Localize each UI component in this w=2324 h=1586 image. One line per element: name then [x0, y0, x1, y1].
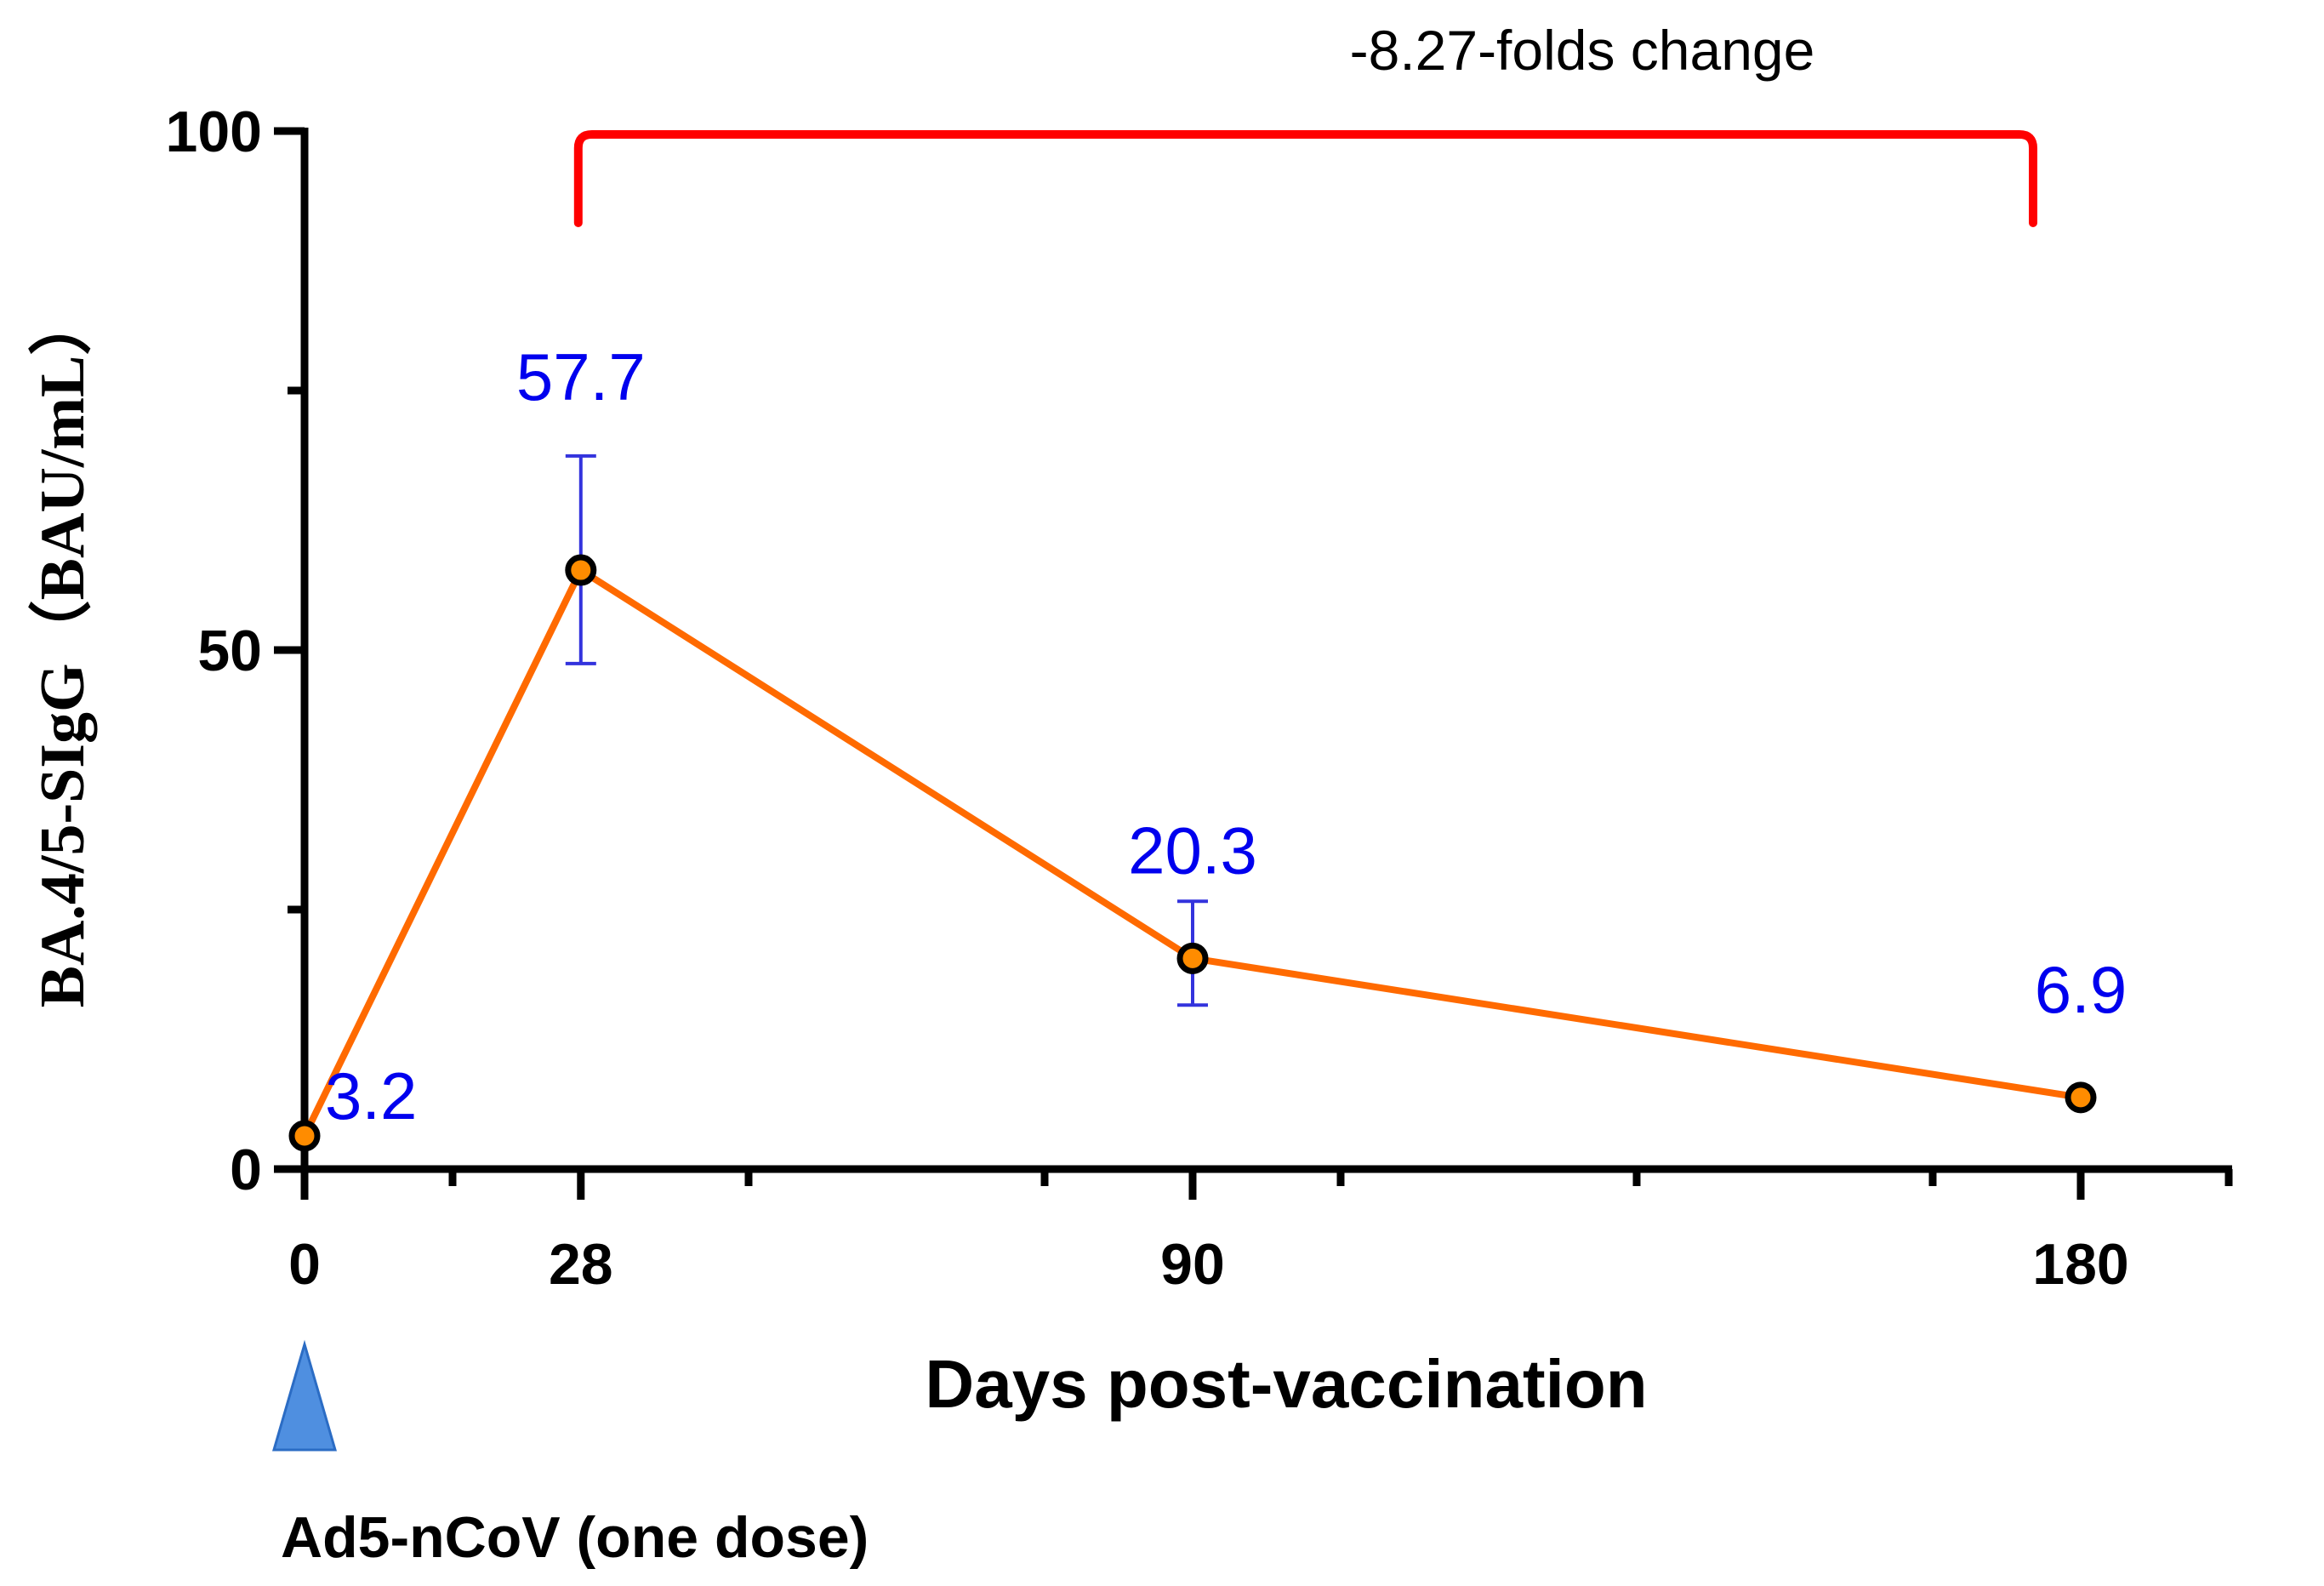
data-label: 6.9	[2035, 952, 2127, 1027]
dose-annotation: Ad5-nCoV (one dose)	[281, 1505, 869, 1570]
y-tick-label: 100	[166, 100, 262, 164]
data-label: 57.7	[516, 339, 646, 414]
fold-change-bracket	[573, 130, 2037, 227]
axis-ticks: 0 50 100 0 28 90 180	[166, 100, 2233, 1297]
y-tick-label: 50	[197, 619, 262, 683]
error-bars	[565, 454, 1208, 1007]
x-tick-label: 180	[2032, 1232, 2128, 1297]
fold-change-label: -8.27-folds change	[1350, 19, 1815, 82]
x-axis-title: Days post-vaccination	[925, 1346, 1647, 1422]
x-tick-label: 90	[1160, 1232, 1225, 1297]
x-tick-label: 28	[549, 1232, 613, 1297]
data-point	[2065, 1081, 2097, 1114]
y-tick-label: 0	[230, 1138, 262, 1202]
data-label: 3.2	[325, 1058, 417, 1133]
data-label: 20.3	[1128, 813, 1257, 887]
data-point	[565, 554, 597, 586]
x-tick-label: 0	[288, 1232, 321, 1297]
y-axis-title: BA.4/5-SIgG（BAU/mL）	[28, 293, 98, 1008]
data-points	[288, 554, 2097, 1152]
dose-triangle-icon	[272, 1339, 337, 1452]
data-point	[1176, 942, 1209, 974]
data-labels: 3.2 57.7 20.3 6.9	[325, 339, 2127, 1133]
data-point	[288, 1120, 321, 1152]
series-line	[301, 567, 2082, 1138]
